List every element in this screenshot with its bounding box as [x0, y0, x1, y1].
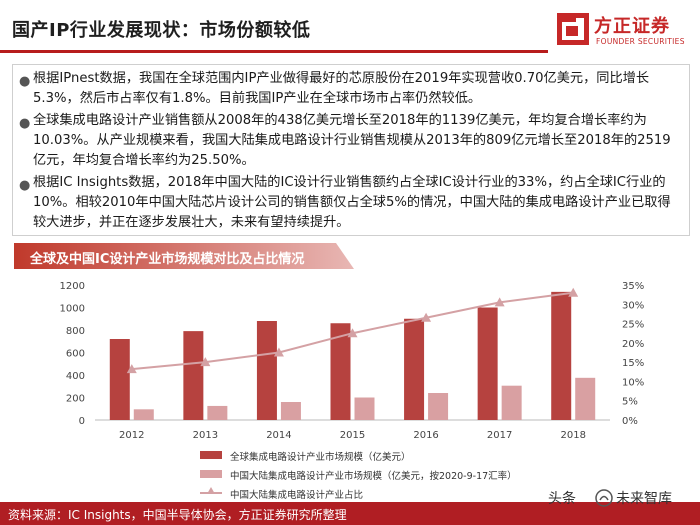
logo-text-en: FOUNDER SECURITIES [596, 37, 685, 46]
share-point-2017 [494, 297, 505, 307]
chart-title-badge: 全球及中国IC设计产业市场规模对比及占比情况 [14, 243, 354, 269]
y-left-tick-label: 0 [79, 416, 85, 427]
legend-swatch-china [200, 470, 222, 478]
ic-design-market-chart: 0 200 400 600 800 1000 1200 0% 5% 10% 15% 20% 25% 30%… [60, 281, 645, 441]
bar-global-2017 [477, 307, 498, 420]
bar-china-2014 [280, 402, 301, 420]
legend-item: 中国大陆集成电路设计产业占比 [200, 484, 620, 503]
y-right-tick-label: 35% [622, 281, 644, 292]
bar-global-2015 [330, 323, 351, 420]
title-divider [0, 50, 548, 53]
bullet-item: ● 根据IC Insights数据，2018年中国大陆的IC设计行业销售额约占全… [19, 173, 683, 233]
y-right-tick-label: 30% [622, 300, 644, 311]
bar-global-2016 [404, 318, 425, 420]
y-right-tick-label: 15% [622, 358, 644, 369]
x-tick-label: 2015 [340, 430, 365, 441]
x-tick-label: 2017 [487, 430, 512, 441]
legend-label: 中国大陆集成电路设计产业市场规模（亿美元，按2020-9-17汇率） [230, 471, 517, 482]
bullet-text: 根据IC Insights数据，2018年中国大陆的IC设计行业销售额约占全球I… [33, 175, 671, 230]
legend-triangle-icon [207, 487, 215, 494]
page-title: 国产IP行业发展现状：市场份额较低 [12, 20, 311, 41]
watermark-logo-icon [595, 489, 613, 507]
chart-legend: 全球集成电路设计产业市场规模（亿美元） 中国大陆集成电路设计产业市场规模（亿美元… [200, 446, 620, 503]
bar-global-2014 [256, 321, 277, 420]
share-point-2016 [421, 312, 432, 322]
bullet-text: 根据IPnest数据，我国在全球范围内IP产业做得最好的芯原股份在2019年实现… [33, 71, 650, 106]
bullet-list: ● 根据IPnest数据，我国在全球范围内IP产业做得最好的芯原股份在2019年… [12, 64, 690, 236]
footer-bar: 资料来源：IC Insights，中国半导体协会，方正证券研究所整理 [0, 502, 700, 525]
x-tick-label: 2016 [413, 430, 438, 441]
chart-title-background [14, 243, 354, 269]
y-right-tick-label: 5% [622, 397, 638, 408]
bullet-icon: ● [19, 74, 31, 89]
legend-label: 全球集成电路设计产业市场规模（亿美元） [230, 452, 411, 463]
watermark-left: 头条 [548, 491, 576, 507]
y-right-tick-label: 20% [622, 339, 644, 350]
logo-text-cn: 方正证券 [594, 16, 670, 37]
bar-china-2013 [207, 405, 228, 420]
bar-global-2018 [551, 291, 572, 420]
bar-global-2012 [109, 339, 130, 420]
watermark-right: 未来智库 [616, 491, 672, 507]
bar-china-2016 [428, 393, 449, 420]
legend-item: 中国大陆集成电路设计产业市场规模（亿美元，按2020-9-17汇率） [200, 465, 620, 484]
share-point-2014 [273, 347, 284, 357]
y-left-tick-label: 1200 [60, 281, 85, 292]
x-tick-label: 2013 [193, 430, 218, 441]
bullet-icon: ● [19, 178, 31, 193]
bar-china-2012 [133, 409, 154, 420]
legend-item: 全球集成电路设计产业市场规模（亿美元） [200, 446, 620, 465]
slide-header: 国产IP行业发展现状：市场份额较低 方正证券 FOUNDER SECURITIE… [0, 0, 700, 62]
bar-china-2017 [501, 385, 522, 420]
share-point-2018 [568, 287, 579, 297]
bar-china-2018 [575, 377, 596, 420]
bar-global-2013 [183, 331, 204, 420]
y-left-tick-label: 400 [66, 371, 85, 382]
x-tick-label: 2018 [560, 430, 585, 441]
y-right-tick-label: 0% [622, 416, 638, 427]
y-left-tick-label: 1000 [60, 304, 85, 315]
company-logo: 方正证券 FOUNDER SECURITIES [556, 10, 696, 54]
share-point-2012 [126, 364, 137, 374]
bullet-text: 全球集成电路设计产业销售额从2008年的438亿美元增长至2018年的1139亿… [33, 113, 671, 168]
bullet-icon: ● [19, 116, 31, 131]
y-left-tick-label: 200 [66, 394, 85, 405]
y-right-tick-label: 25% [622, 320, 644, 331]
legend-label: 中国大陆集成电路设计产业占比 [230, 490, 364, 501]
y-left-tick-label: 800 [66, 326, 85, 337]
share-point-2013 [200, 357, 211, 367]
bar-china-2015 [354, 397, 375, 420]
x-tick-label: 2014 [266, 430, 291, 441]
share-point-2015 [347, 328, 358, 338]
legend-swatch-global [200, 451, 222, 459]
bullet-item: ● 根据IPnest数据，我国在全球范围内IP产业做得最好的芯原股份在2019年… [19, 69, 683, 109]
y-left-tick-label: 600 [66, 349, 85, 360]
founder-logo-icon [557, 13, 589, 45]
source-note: 资料来源：IC Insights，中国半导体协会，方正证券研究所整理 [8, 508, 347, 522]
chart-title: 全球及中国IC设计产业市场规模对比及占比情况 [30, 252, 305, 267]
y-right-tick-label: 10% [622, 377, 644, 388]
x-tick-label: 2012 [119, 430, 144, 441]
bullet-item: ● 全球集成电路设计产业销售额从2008年的438亿美元增长至2018年的113… [19, 111, 683, 171]
